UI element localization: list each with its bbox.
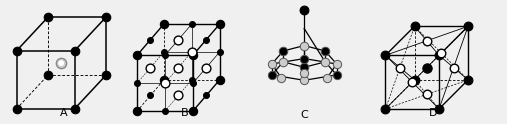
- Point: [133, 54, 141, 56]
- Point: [396, 67, 404, 69]
- Text: D: D: [429, 108, 438, 118]
- Point: [300, 79, 308, 81]
- Point: [300, 72, 308, 74]
- Point: [188, 79, 196, 81]
- Point: [437, 52, 445, 54]
- Text: B: B: [181, 108, 189, 118]
- Point: [160, 79, 168, 81]
- Point: [174, 94, 183, 96]
- Point: [13, 108, 21, 110]
- Point: [321, 61, 329, 63]
- Point: [57, 62, 65, 64]
- Point: [70, 50, 79, 52]
- Point: [464, 79, 472, 81]
- Text: A: A: [59, 108, 67, 118]
- Point: [57, 62, 65, 64]
- Point: [44, 74, 52, 76]
- Point: [133, 82, 141, 84]
- Point: [423, 67, 431, 69]
- Point: [333, 74, 341, 76]
- Point: [133, 110, 141, 112]
- Point: [323, 77, 331, 79]
- Point: [102, 74, 110, 76]
- Point: [202, 94, 210, 96]
- Point: [215, 79, 224, 81]
- Point: [464, 25, 472, 27]
- Point: [300, 58, 308, 60]
- Point: [147, 94, 155, 96]
- Point: [268, 63, 276, 65]
- Point: [381, 108, 389, 110]
- Point: [279, 50, 287, 52]
- Point: [279, 61, 287, 63]
- Text: C: C: [300, 110, 308, 120]
- Point: [188, 23, 196, 25]
- Point: [277, 77, 285, 79]
- Point: [189, 54, 197, 56]
- Point: [174, 39, 183, 41]
- Point: [188, 51, 196, 53]
- Point: [189, 82, 197, 84]
- Point: [435, 108, 443, 110]
- Point: [300, 9, 308, 11]
- Point: [381, 54, 389, 56]
- Point: [174, 67, 183, 69]
- Point: [435, 54, 443, 56]
- Point: [160, 51, 168, 53]
- Point: [189, 110, 197, 112]
- Point: [160, 23, 168, 25]
- Point: [161, 110, 169, 112]
- Point: [423, 40, 431, 42]
- Point: [321, 50, 329, 52]
- Point: [13, 50, 21, 52]
- Point: [411, 25, 419, 27]
- Point: [161, 54, 169, 56]
- Point: [161, 82, 169, 84]
- Point: [268, 74, 276, 76]
- Point: [450, 67, 458, 69]
- Point: [215, 51, 224, 53]
- Point: [147, 39, 155, 41]
- Point: [300, 66, 308, 68]
- Point: [333, 63, 341, 65]
- Point: [300, 45, 308, 46]
- Point: [202, 39, 210, 41]
- Point: [423, 93, 431, 95]
- Point: [70, 108, 79, 110]
- Point: [202, 67, 210, 69]
- Point: [44, 16, 52, 18]
- Point: [147, 67, 155, 69]
- Point: [411, 79, 419, 81]
- Point: [408, 81, 416, 83]
- Point: [102, 16, 110, 18]
- Point: [215, 23, 224, 25]
